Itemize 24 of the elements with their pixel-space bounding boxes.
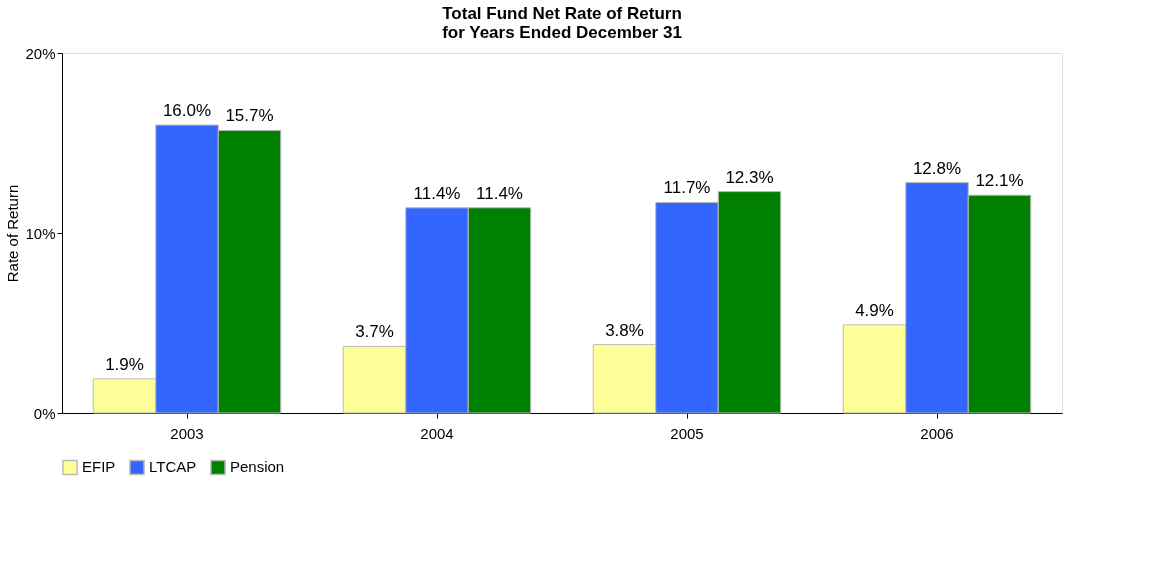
data-label: 12.8% <box>912 158 962 178</box>
y-tick-label: 10% <box>25 224 56 242</box>
data-label: 16.0% <box>162 101 212 120</box>
data-label: 11.4% <box>413 183 461 203</box>
data-label: 3.8% <box>605 320 644 340</box>
x-tick-label: 2006 <box>920 424 954 442</box>
y-tick-label: 0% <box>33 404 56 422</box>
data-label: 15.7% <box>225 106 274 126</box>
data-label: 12.3% <box>725 167 774 187</box>
data-label: 11.4% <box>476 183 523 203</box>
data-label: 4.9% <box>855 300 894 320</box>
data-label: 1.9% <box>105 354 144 374</box>
data-label: 11.7% <box>663 178 711 198</box>
legend-label: EFIP <box>82 458 116 476</box>
x-tick-label: 2003 <box>170 424 204 442</box>
legend-label: Pension <box>230 458 285 476</box>
y-tick-label: 20% <box>25 44 56 62</box>
y-axis-title: Rate of Return <box>4 184 22 283</box>
x-tick-label: 2004 <box>420 424 454 442</box>
legend-label: LTCAP <box>149 458 197 476</box>
data-label: 12.1% <box>975 171 1024 191</box>
x-tick-label: 2005 <box>670 424 704 442</box>
chart-title: Total Fund Net Rate of Return for Years Ended December 31 <box>442 4 682 42</box>
data-label: 3.7% <box>355 322 394 342</box>
